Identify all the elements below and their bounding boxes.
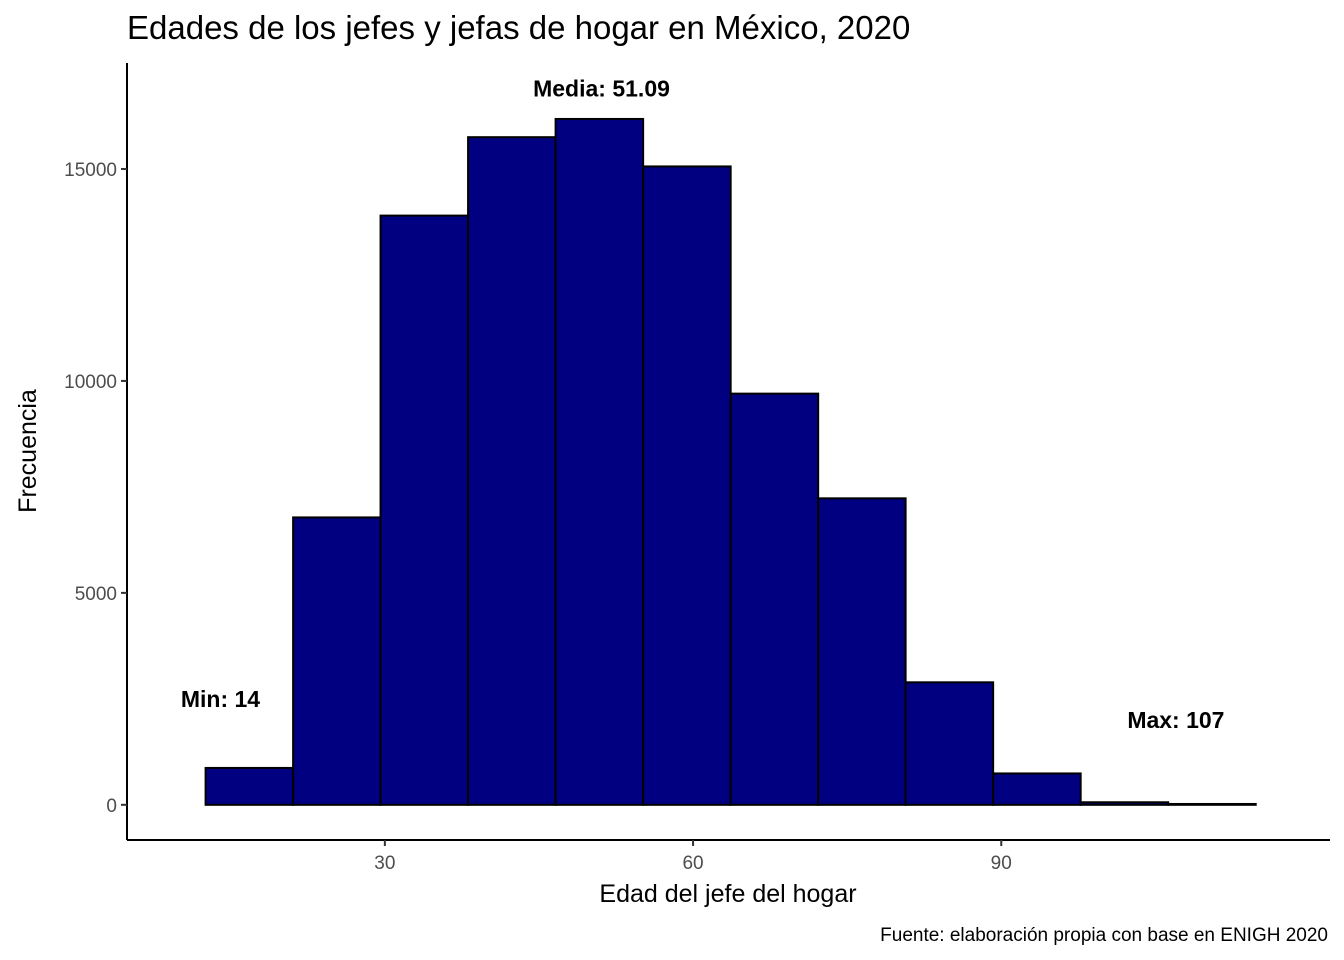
x-tick-label: 90: [991, 853, 1012, 874]
histogram-bar: [992, 772, 1082, 806]
annotations-group: Min: 14 Media: 51.09 Max: 107: [181, 75, 1225, 733]
y-tick-label: 15000: [64, 160, 117, 181]
x-axis-title: Edad del jefe del hogar: [599, 880, 856, 908]
histogram-bar: [904, 681, 995, 806]
histogram-bar: [642, 165, 732, 806]
histogram-bar: [1079, 801, 1170, 806]
histogram-bar: [817, 497, 907, 806]
x-ticks-group: 30 60 90: [374, 840, 1012, 874]
histogram-bar: [1167, 802, 1257, 806]
annotation-label: Max: 107: [1127, 707, 1224, 733]
histogram-bar: [467, 136, 557, 806]
y-tick-label: 0: [106, 796, 117, 817]
bars-group: [204, 117, 1257, 806]
histogram-bar: [379, 214, 470, 806]
chart-title: Edades de los jefes y jefas de hogar en …: [127, 9, 910, 46]
y-tick-label: 10000: [64, 372, 117, 393]
histogram-bar: [554, 117, 645, 806]
annotation-label: Media: 51.09: [533, 75, 670, 101]
y-tick-label: 5000: [75, 584, 117, 605]
chart-caption: Fuente: elaboración propia con base en E…: [880, 925, 1328, 946]
histogram-bar: [292, 516, 382, 806]
y-ticks-group: 0 5000 10000 15000: [64, 160, 127, 817]
histogram-bar: [204, 766, 295, 806]
y-axis-title: Frecuencia: [14, 389, 42, 513]
histogram-bar: [729, 392, 820, 806]
x-tick-label: 60: [682, 853, 703, 874]
x-tick-label: 30: [374, 853, 395, 874]
annotation-label: Min: 14: [181, 686, 260, 712]
